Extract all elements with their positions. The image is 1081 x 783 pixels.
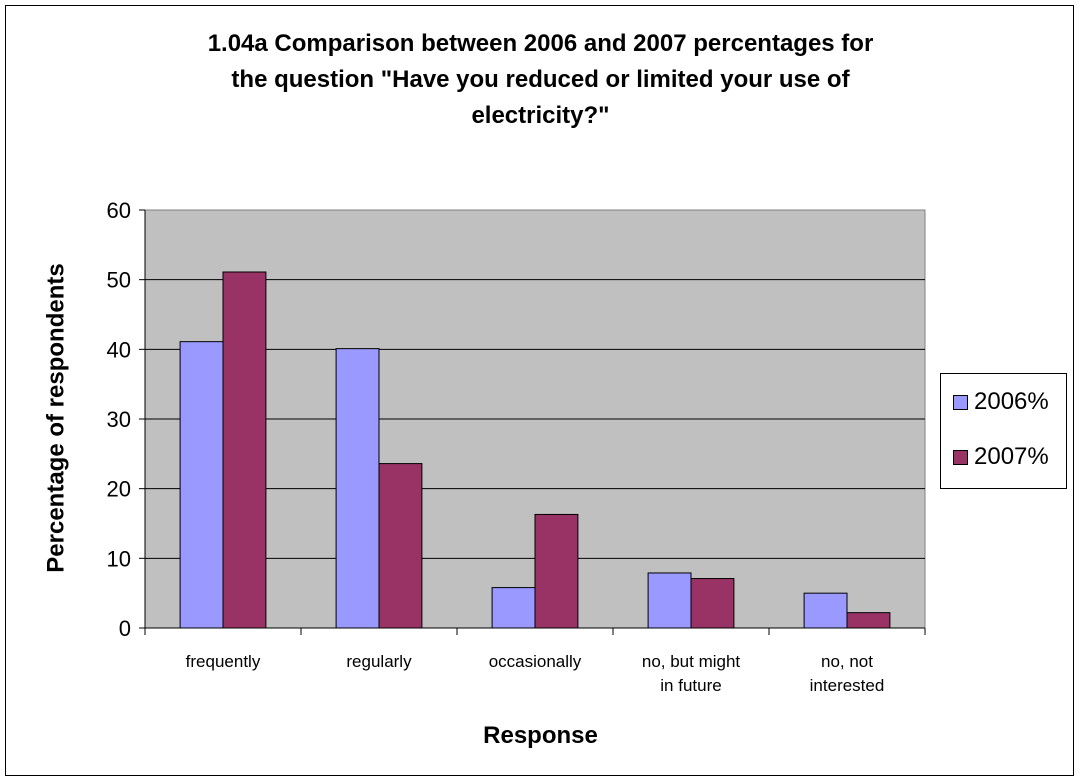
chart-title: 1.04a Comparison between 2006 and 2007 p… (207, 30, 874, 129)
y-tick-label: 40 (107, 337, 131, 362)
legend-label-2007: 2007% (974, 443, 1049, 470)
y-tick-label: 50 (107, 268, 131, 293)
bar-2007-0 (222, 271, 267, 629)
y-tick-label: 20 (107, 477, 131, 502)
x-tick-label: regularly (346, 652, 412, 671)
x-tick-label: no, not interested (810, 652, 885, 695)
y-tick-label: 60 (107, 198, 131, 223)
x-axis-label: Response (483, 722, 598, 749)
y-tick-label: 0 (119, 616, 131, 641)
bar-2007-4 (846, 612, 891, 629)
legend-swatch-2007 (953, 449, 968, 465)
y-axis-label: Percentage of respondents (42, 263, 70, 573)
bar-2006-4 (803, 592, 848, 629)
legend-item-2007: 2007% (953, 443, 1049, 471)
legend: 2006% 2007% (940, 373, 1067, 489)
bar-2006-3 (647, 572, 692, 629)
bar-2006-1 (335, 348, 380, 629)
y-tick-label: 10 (107, 546, 131, 571)
legend-label-2006: 2006% (974, 388, 1049, 415)
legend-swatch-2006 (953, 394, 968, 410)
x-tick-label: no, but might in future (642, 652, 741, 695)
bar-2006-0 (179, 341, 224, 629)
x-tick-label: frequently (186, 652, 261, 671)
bar-2006-2 (491, 587, 536, 629)
x-tick-label: occasionally (489, 652, 582, 671)
bar-2007-3 (690, 578, 735, 629)
bar-2007-2 (534, 513, 579, 629)
bar-2007-1 (378, 463, 423, 629)
y-tick-label: 30 (107, 407, 131, 432)
legend-item-2006: 2006% (953, 388, 1049, 416)
